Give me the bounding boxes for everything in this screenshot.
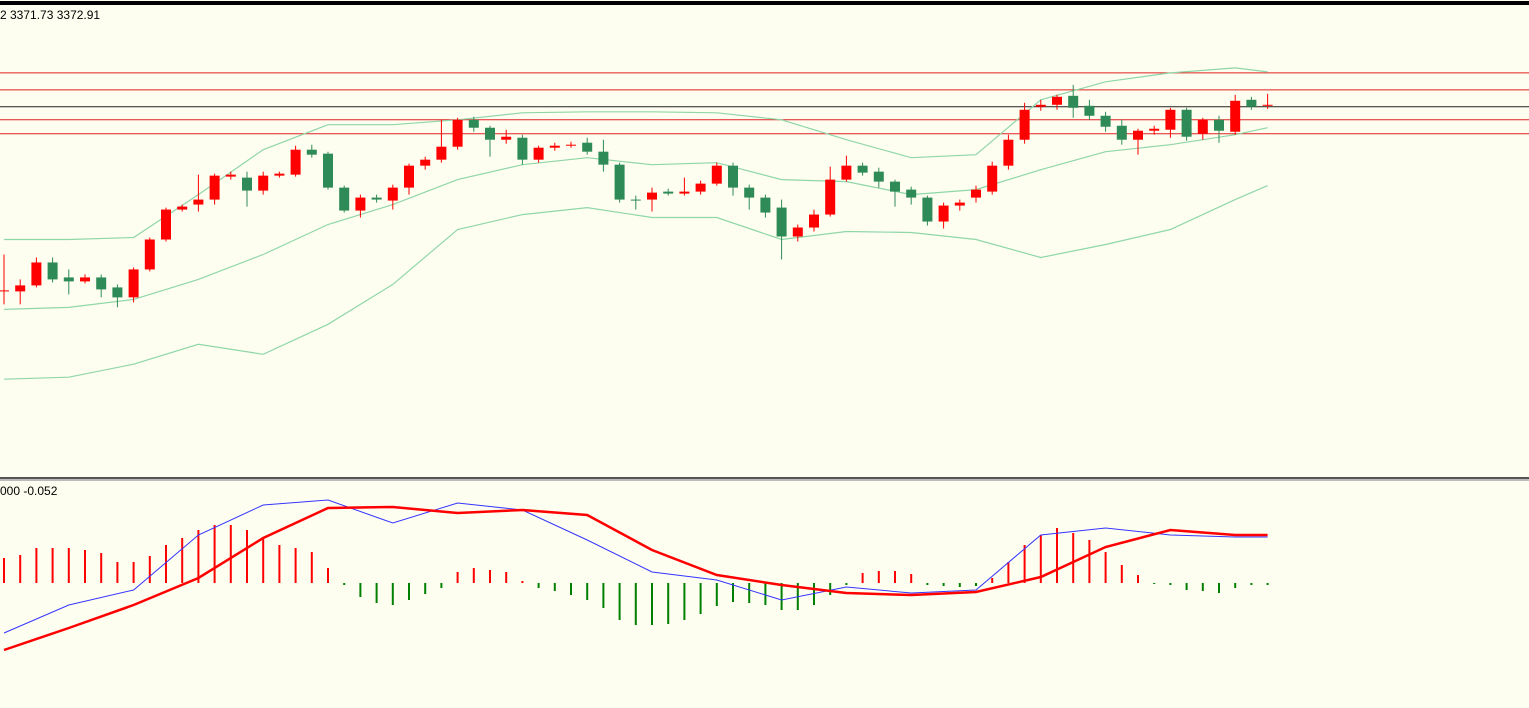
candle-body xyxy=(1003,139,1014,166)
candle-body xyxy=(647,192,657,200)
candle-body xyxy=(15,285,26,292)
candle-body xyxy=(663,191,674,194)
candle-body xyxy=(890,181,900,192)
candle-body xyxy=(1116,125,1127,140)
signal-line xyxy=(3,505,1268,652)
band-lower xyxy=(3,185,1268,380)
pane-separator-shade xyxy=(0,479,1529,481)
candle-body xyxy=(80,277,90,282)
candle-body xyxy=(274,173,285,176)
candle-body xyxy=(355,197,366,211)
candle-body xyxy=(144,239,155,270)
candle-body xyxy=(112,287,123,298)
candle-body xyxy=(420,159,431,166)
candle-body xyxy=(1230,100,1241,132)
candle-body xyxy=(1149,128,1160,131)
candle-body xyxy=(1084,105,1095,116)
candle-body xyxy=(582,142,593,152)
candle-body xyxy=(290,149,301,175)
candle-body xyxy=(695,183,706,192)
candle-body xyxy=(1068,95,1079,108)
candle-body xyxy=(128,269,139,298)
candle-body xyxy=(922,197,933,222)
candle-body xyxy=(371,197,382,200)
candle-body xyxy=(906,189,917,198)
candle-body xyxy=(760,197,771,213)
candle-body xyxy=(339,187,350,211)
candle-body xyxy=(258,175,269,191)
candle-body xyxy=(209,175,220,200)
candle-body xyxy=(549,145,560,148)
candle-body xyxy=(1035,104,1046,107)
candle-body xyxy=(841,165,852,180)
candle-body xyxy=(47,262,58,280)
band-upper xyxy=(4,67,1268,241)
candle-body xyxy=(679,191,690,194)
candle-body xyxy=(468,119,479,128)
candle-body xyxy=(954,202,965,206)
candle-body xyxy=(1165,109,1176,130)
candle-body xyxy=(792,227,803,237)
candle-body xyxy=(1181,109,1192,137)
candle-body xyxy=(1100,115,1111,127)
candle-body xyxy=(323,153,333,188)
candle-body xyxy=(873,171,884,182)
band-middle xyxy=(3,127,1268,310)
candle-body xyxy=(566,144,576,146)
candle-body xyxy=(533,147,544,160)
candle-body xyxy=(387,187,398,201)
candle-body xyxy=(242,177,252,191)
top-border xyxy=(0,1,1529,5)
candle-body xyxy=(485,127,495,140)
candle-body xyxy=(598,151,609,165)
macd-header: 000 -0.052 xyxy=(0,484,58,498)
candle-body xyxy=(96,277,107,290)
candle-body xyxy=(938,205,949,222)
candle-body xyxy=(501,136,512,140)
candle-body xyxy=(452,119,463,147)
candle-body xyxy=(1052,96,1062,105)
candle-body xyxy=(630,199,641,201)
candle-body xyxy=(225,174,236,177)
candle-body xyxy=(987,165,998,192)
pane-separator xyxy=(0,477,1529,479)
candle-body xyxy=(177,206,188,210)
candle-body xyxy=(744,187,755,198)
candle-body xyxy=(1214,119,1224,131)
candle-body xyxy=(161,209,171,240)
candle-body xyxy=(1197,119,1208,134)
candle-body xyxy=(0,290,9,292)
candle-body xyxy=(306,149,317,155)
candle-body xyxy=(517,137,528,160)
candle-body xyxy=(825,179,836,215)
candle-body xyxy=(971,189,981,198)
price-header: 2 3371.73 3372.91 xyxy=(0,8,100,22)
candle-body xyxy=(193,199,204,205)
candle-body xyxy=(436,146,447,160)
candle-body xyxy=(1019,109,1030,140)
candle-body xyxy=(31,262,42,286)
candle-body xyxy=(1246,99,1257,107)
candle-body xyxy=(1262,104,1273,106)
candle-body xyxy=(1133,130,1143,140)
candle-body xyxy=(809,214,819,228)
candle-body xyxy=(711,165,722,184)
macd-line xyxy=(3,499,1268,634)
candle-body xyxy=(614,164,625,200)
candle-body xyxy=(404,165,414,188)
candle-body xyxy=(857,165,868,173)
candle-body xyxy=(776,207,787,237)
candle-body xyxy=(728,165,738,188)
candle-body xyxy=(63,277,74,282)
